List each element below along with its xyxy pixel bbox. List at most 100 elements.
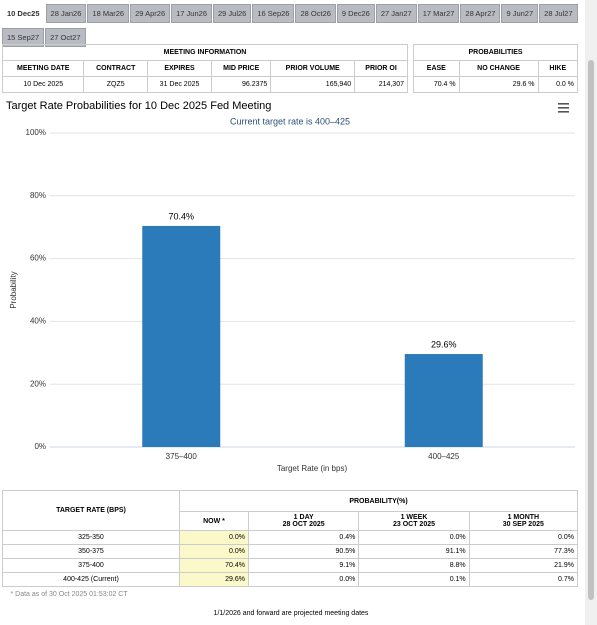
cell: 0.0 % <box>537 76 579 93</box>
cell: 214,307 <box>354 76 408 93</box>
column-header: PRIOR VOLUME <box>270 60 356 77</box>
x-axis-title: Target Rate (in bps) <box>277 464 348 473</box>
probability-cell: 0.1% <box>358 572 470 587</box>
value-label: 29.6% <box>431 339 457 349</box>
cell: ZQZ5 <box>83 76 148 93</box>
tab[interactable]: 28 Oct26 <box>295 4 336 23</box>
column-header: PRIOR OI <box>354 60 408 77</box>
column-date: 30 SEP 2025 <box>502 521 544 528</box>
data-row: 10 Dec 2025 ZQZ5 31 Dec 2025 96.2375 165,940… <box>1 76 408 93</box>
column-header: HIKE <box>537 60 579 77</box>
probabilities-table: PROBABILITIES EASE NO CHANGE HIKE 70.4 % 29.6… <box>413 44 579 93</box>
meeting-info-table: MEETING INFORMATION MEETING DATE CONTRACT E… <box>1 44 408 93</box>
column-header: NO CHANGE <box>458 60 539 77</box>
column-label: 1 MONTH <box>507 514 540 521</box>
header-row: MEETING DATE CONTRACT EXPIRES MID PRICE PRIO… <box>1 60 408 77</box>
data-row: 400-425 (Current) 29.6% 0.0% 0.1% 0.7% <box>2 572 579 587</box>
data-row: 375-400 70.4% 9.1% 8.8% 21.9% <box>2 558 579 573</box>
tab[interactable]: 10 Dec25 <box>2 4 45 23</box>
bar <box>404 354 483 447</box>
menu-icon[interactable] <box>558 103 569 113</box>
rate-table: TARGET RATE (BPS) PROBABILITY(%) NOW * 1 DA… <box>2 490 579 601</box>
column-label: NOW * <box>203 517 225 525</box>
note: * Data as of 30 Oct 2025 01:53:02 CT <box>10 590 128 598</box>
probability-cell: 0.0% <box>247 572 360 587</box>
column-label: 1 WEEK <box>400 514 428 521</box>
column-header: NOW * <box>179 511 249 531</box>
column-header: 1 MONTH 30 SEP 2025 <box>468 511 579 531</box>
header-row: PROBABILITIES <box>413 44 578 61</box>
cell: 70.4 % <box>413 76 460 93</box>
tab[interactable]: 17 Jun26 <box>171 4 212 23</box>
group-header: PROBABILITY(%) <box>179 490 578 512</box>
tab[interactable]: 27 Jan27 <box>375 4 417 23</box>
column-header: 1 DAY 28 OCT 2025 <box>247 511 360 531</box>
cell: 10 Dec 2025 <box>1 76 85 93</box>
tab[interactable]: 9 Dec26 <box>336 4 375 23</box>
value-label: 70.4% <box>168 211 194 221</box>
tab[interactable]: 9 Jun27 <box>501 4 539 23</box>
table-title: PROBABILITIES <box>413 44 578 61</box>
bar <box>142 225 221 447</box>
column-header: CONTRACT <box>83 60 148 77</box>
column-date: 23 OCT 2025 <box>392 521 435 528</box>
data-row: 70.4 % 29.6 % 0.0 % <box>413 76 579 93</box>
y-tick-label: 100% <box>26 128 46 137</box>
rate-cell: 375-400 <box>2 558 180 573</box>
probability-cell: 91.1% <box>358 544 470 559</box>
y-tick-label: 40% <box>30 317 46 326</box>
data-row: 350-375 0.0% 90.5% 91.1% 77.3% <box>2 544 579 559</box>
x-tick-label: 375–400 <box>166 452 198 461</box>
probability-cell: 8.8% <box>358 558 470 573</box>
column-header: EASE <box>413 60 460 77</box>
header-row: TARGET RATE (BPS) PROBABILITY(%) <box>2 490 578 531</box>
probability-cell: 90.5% <box>247 544 360 559</box>
probability-cell: 70.4% <box>179 558 249 573</box>
probability-cell: 77.3% <box>468 544 579 559</box>
probability-cell: 0.0% <box>358 530 470 545</box>
probability-cell: 0.0% <box>179 544 249 559</box>
tab[interactable]: 28 Apr27 <box>460 4 501 23</box>
probability-cell: 0.0% <box>468 530 579 545</box>
y-tick-label: 0% <box>34 442 46 451</box>
tab[interactable]: 29 Jul26 <box>213 4 252 23</box>
probability-cell: 21.9% <box>468 558 579 573</box>
header-row: EASE NO CHANGE HIKE <box>413 60 579 77</box>
column-label: 1 DAY <box>293 514 314 521</box>
table-title: MEETING INFORMATION <box>2 44 408 61</box>
column-header: EXPIRES <box>146 60 213 77</box>
cell: 165,940 <box>270 76 356 93</box>
cell: 29.6 % <box>458 76 539 93</box>
x-tick-label: 400–425 <box>428 452 460 461</box>
tab[interactable]: 17 Mar27 <box>417 4 460 23</box>
y-tick-label: 20% <box>30 379 46 388</box>
scrollbar[interactable] <box>585 0 597 625</box>
rate-cell: 325-350 <box>2 530 180 545</box>
tab[interactable]: 28 Jul27 <box>539 4 578 23</box>
tab[interactable]: 16 Sep26 <box>252 4 295 23</box>
rate-cell: 350-375 <box>2 544 180 559</box>
probability-cell: 0.4% <box>247 530 360 545</box>
chart-title: Target Rate Probabilities for 10 Dec 202… <box>6 100 271 112</box>
tab[interactable]: 28 Jan26 <box>45 4 87 23</box>
rate-cell: 400-425 (Current) <box>2 572 180 587</box>
column-date: 28 OCT 2025 <box>282 521 325 528</box>
y-tick-label: 60% <box>30 254 46 263</box>
header-row: MEETING INFORMATION <box>2 44 408 61</box>
chart-subtitle: Current target rate is 400–425 <box>230 116 350 126</box>
cell: 31 Dec 2025 <box>146 76 213 93</box>
probability-cell: 9.1% <box>247 558 360 573</box>
probability-cell: 0.7% <box>468 572 579 587</box>
chart: Target Rate Probabilities for 10 Dec 202… <box>6 100 575 473</box>
column-header: 1 WEEK 23 OCT 2025 <box>358 511 470 531</box>
tab-bar: 10 Dec25 28 Jan26 18 Mar26 29 Apr26 17 Jun26… <box>2 3 582 51</box>
probability-cell: 0.0% <box>179 530 249 545</box>
column-header: TARGET RATE (BPS) <box>2 490 180 531</box>
y-axis-title: Probability <box>9 271 18 308</box>
y-tick-label: 80% <box>30 191 46 200</box>
tab[interactable]: 18 Mar26 <box>87 4 130 23</box>
tab[interactable]: 29 Apr26 <box>130 4 171 23</box>
cell: 96.2375 <box>211 76 272 93</box>
column-header: MEETING DATE <box>1 60 85 77</box>
